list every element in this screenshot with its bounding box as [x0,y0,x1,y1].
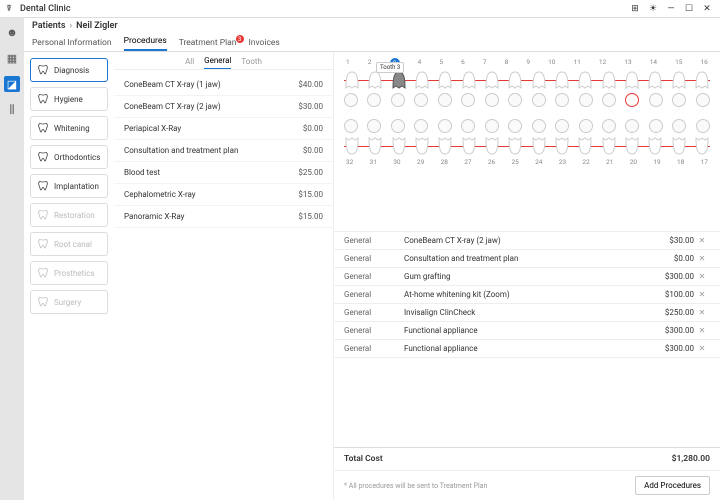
total-row: Total Cost $1,280.00 [334,447,720,471]
selected-procedures: GeneralConeBeam CT X-ray (2 jaw)$30.00✕G… [334,232,720,447]
tooth-13[interactable] [624,70,640,90]
app-icon: ☤ [6,4,16,14]
tooth-12[interactable] [601,70,617,90]
tooth-25[interactable] [507,136,523,156]
crumb-patient: Neil Zigler [76,21,117,31]
crumb-root[interactable]: Patients [32,21,65,31]
category-list: Diagnosis Hygiene Whitening Orthodontics Imp… [24,52,114,500]
selected-row: GeneralConsultation and treatment plan$0… [334,250,720,268]
nav-rail: ☻ ▦ ◪ ⫼ [0,18,24,500]
tab-treatment-plan[interactable]: Treatment Plan3 [179,38,237,51]
tooth-18[interactable] [671,136,687,156]
tooth-20[interactable] [624,136,640,156]
maximize-button[interactable]: ☐ [682,4,696,14]
category-restoration[interactable]: Restoration [30,203,108,227]
breadcrumb: Patients › Neil Zigler [24,18,720,34]
tooth-4[interactable] [414,70,430,90]
remove-icon[interactable]: ✕ [694,308,710,317]
tooth-24[interactable] [531,136,547,156]
nav-profile[interactable]: ☻ [4,24,20,40]
category-hygiene[interactable]: Hygiene [30,87,108,111]
tooth-30[interactable] [391,136,407,156]
nav-patients[interactable]: ◪ [4,76,20,92]
remove-icon[interactable]: ✕ [694,290,710,299]
category-whitening[interactable]: Whitening [30,116,108,140]
category-diagnosis[interactable]: Diagnosis [30,58,108,82]
remove-icon[interactable]: ✕ [694,344,710,353]
tooth-19[interactable] [647,136,663,156]
tooth-7[interactable] [484,70,500,90]
remove-icon[interactable]: ✕ [694,326,710,335]
selected-row: GeneralFunctional appliance$300.00✕ [334,322,720,340]
subtab-all[interactable]: All [185,57,194,69]
procedure-row[interactable]: Blood test$25.00 [114,162,333,184]
app-title: Dental Clinic [20,4,71,14]
tooth-5[interactable] [437,70,453,90]
tooth-22[interactable] [577,136,593,156]
sun-icon[interactable]: ☀ [646,4,660,14]
tooth-6[interactable] [461,70,477,90]
tooth-14[interactable] [647,70,663,90]
footer-note: * All procedures will be sent to Treatme… [344,482,487,490]
tooth-32[interactable] [344,136,360,156]
procedure-row[interactable]: ConeBeam CT X-ray (1 jaw)$40.00 [114,74,333,96]
selected-row: GeneralConeBeam CT X-ray (2 jaw)$30.00✕ [334,232,720,250]
remove-icon[interactable]: ✕ [694,254,710,263]
category-surgery[interactable]: Surgery [30,290,108,314]
tooth-9[interactable] [531,70,547,90]
tab-personal-information[interactable]: Personal Information [32,38,112,51]
dental-chart[interactable]: 12345678910111213141516 Tooth 3 32313029… [334,52,720,232]
category-implantation[interactable]: Implantation [30,174,108,198]
tooth-11[interactable] [577,70,593,90]
subtab-general[interactable]: General [204,56,231,69]
procedure-list: ConeBeam CT X-ray (1 jaw)$40.00ConeBeam … [114,70,333,500]
box-icon[interactable]: ⊞ [628,4,642,14]
tab-procedures[interactable]: Procedures [124,36,167,51]
tooth-28[interactable] [437,136,453,156]
nav-reports[interactable]: ⫼ [4,102,20,118]
tooth-26[interactable] [484,136,500,156]
tooth-3[interactable] [391,70,407,90]
procedure-row[interactable]: Panoramic X-Ray$15.00 [114,206,333,228]
remove-icon[interactable]: ✕ [694,236,710,245]
close-button[interactable]: ✕ [700,4,714,14]
tooth-10[interactable] [554,70,570,90]
tooth-27[interactable] [461,136,477,156]
procedure-row[interactable]: Periapical X-Ray$0.00 [114,118,333,140]
category-root-canal[interactable]: Root canal [30,232,108,256]
tooth-29[interactable] [414,136,430,156]
tooth-2[interactable] [367,70,383,90]
selected-row: GeneralFunctional appliance$300.00✕ [334,340,720,358]
add-procedures-button[interactable]: Add Procedures [635,476,710,495]
selected-row: GeneralInvisalign ClinCheck$250.00✕ [334,304,720,322]
selected-row: GeneralGum grafting$300.00✕ [334,268,720,286]
total-value: $1,280.00 [672,454,710,464]
tooth-21[interactable] [601,136,617,156]
selected-row: GeneralAt-home whitening kit (Zoom)$100.… [334,286,720,304]
tooth-8[interactable] [507,70,523,90]
category-prosthetics[interactable]: Prosthetics [30,261,108,285]
tooth-17[interactable] [694,136,710,156]
tooth-tooltip: Tooth 3 [376,62,404,73]
tabs: Personal Information Procedures Treatment … [24,34,720,52]
tooth-23[interactable] [554,136,570,156]
tooth-16[interactable] [694,70,710,90]
category-orthodontics[interactable]: Orthodontics [30,145,108,169]
procedure-row[interactable]: ConeBeam CT X-ray (2 jaw)$30.00 [114,96,333,118]
subtab-tooth[interactable]: Tooth [241,57,262,69]
tab-invoices[interactable]: Invoices [249,38,280,51]
remove-icon[interactable]: ✕ [694,272,710,281]
tooth-15[interactable] [671,70,687,90]
subtabs: All General Tooth [114,52,333,70]
nav-calendar[interactable]: ▦ [4,50,20,66]
procedure-row[interactable]: Consultation and treatment plan$0.00 [114,140,333,162]
procedure-row[interactable]: Cephalometric X-ray$15.00 [114,184,333,206]
titlebar: ☤ Dental Clinic ⊞ ☀ — ☐ ✕ [0,0,720,18]
tooth-31[interactable] [367,136,383,156]
minimize-button[interactable]: — [664,4,678,14]
tooth-1[interactable] [344,70,360,90]
